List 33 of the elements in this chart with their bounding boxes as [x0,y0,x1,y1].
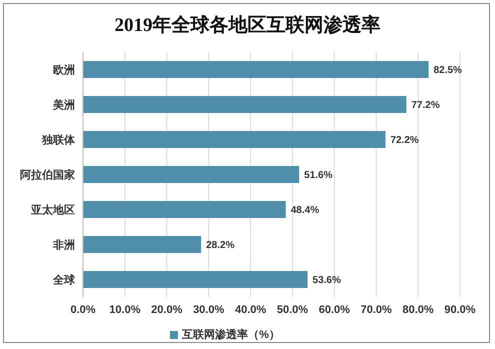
chart-title: 2019年全球各地区互联网渗透率 [114,14,382,38]
x-tick-label: 20.0% [151,304,183,316]
y-tick-label: 独联体 [41,133,76,146]
y-tick-label: 欧洲 [53,63,75,76]
x-tick-label: 0.0% [70,304,96,316]
y-tick-label: 阿拉伯国家 [20,168,75,182]
x-tick-label: 30.0% [193,304,224,316]
y-tick-label: 亚太地区 [30,203,75,216]
y-tick-label: 非洲 [52,238,75,252]
x-tick-label: 90.0% [444,304,476,316]
bar [83,271,308,288]
bar [83,61,429,78]
bar [83,166,300,183]
bar [83,131,386,148]
x-tick-label: 40.0% [234,304,266,316]
x-tick-label: 80.0% [402,304,434,316]
data-label: 28.2% [206,240,235,252]
bar [83,201,286,218]
data-label: 48.4% [290,205,320,216]
x-tick-label: 50.0% [276,304,308,316]
y-tick-label: 全球 [52,273,76,286]
data-label: 51.6% [304,170,333,182]
legend-label: 互联网渗透率（%） [182,329,280,341]
data-label: 82.5% [434,65,462,76]
data-label: 53.6% [312,275,341,286]
x-tick-label: 60.0% [318,304,350,316]
y-tick-label: 美洲 [52,98,75,112]
x-tick-label: 70.0% [360,304,392,316]
bar [83,236,202,253]
data-label: 77.2% [411,100,440,112]
bar [83,96,406,113]
data-label: 72.2% [390,135,419,146]
x-tick-label: 10.0% [109,304,141,316]
